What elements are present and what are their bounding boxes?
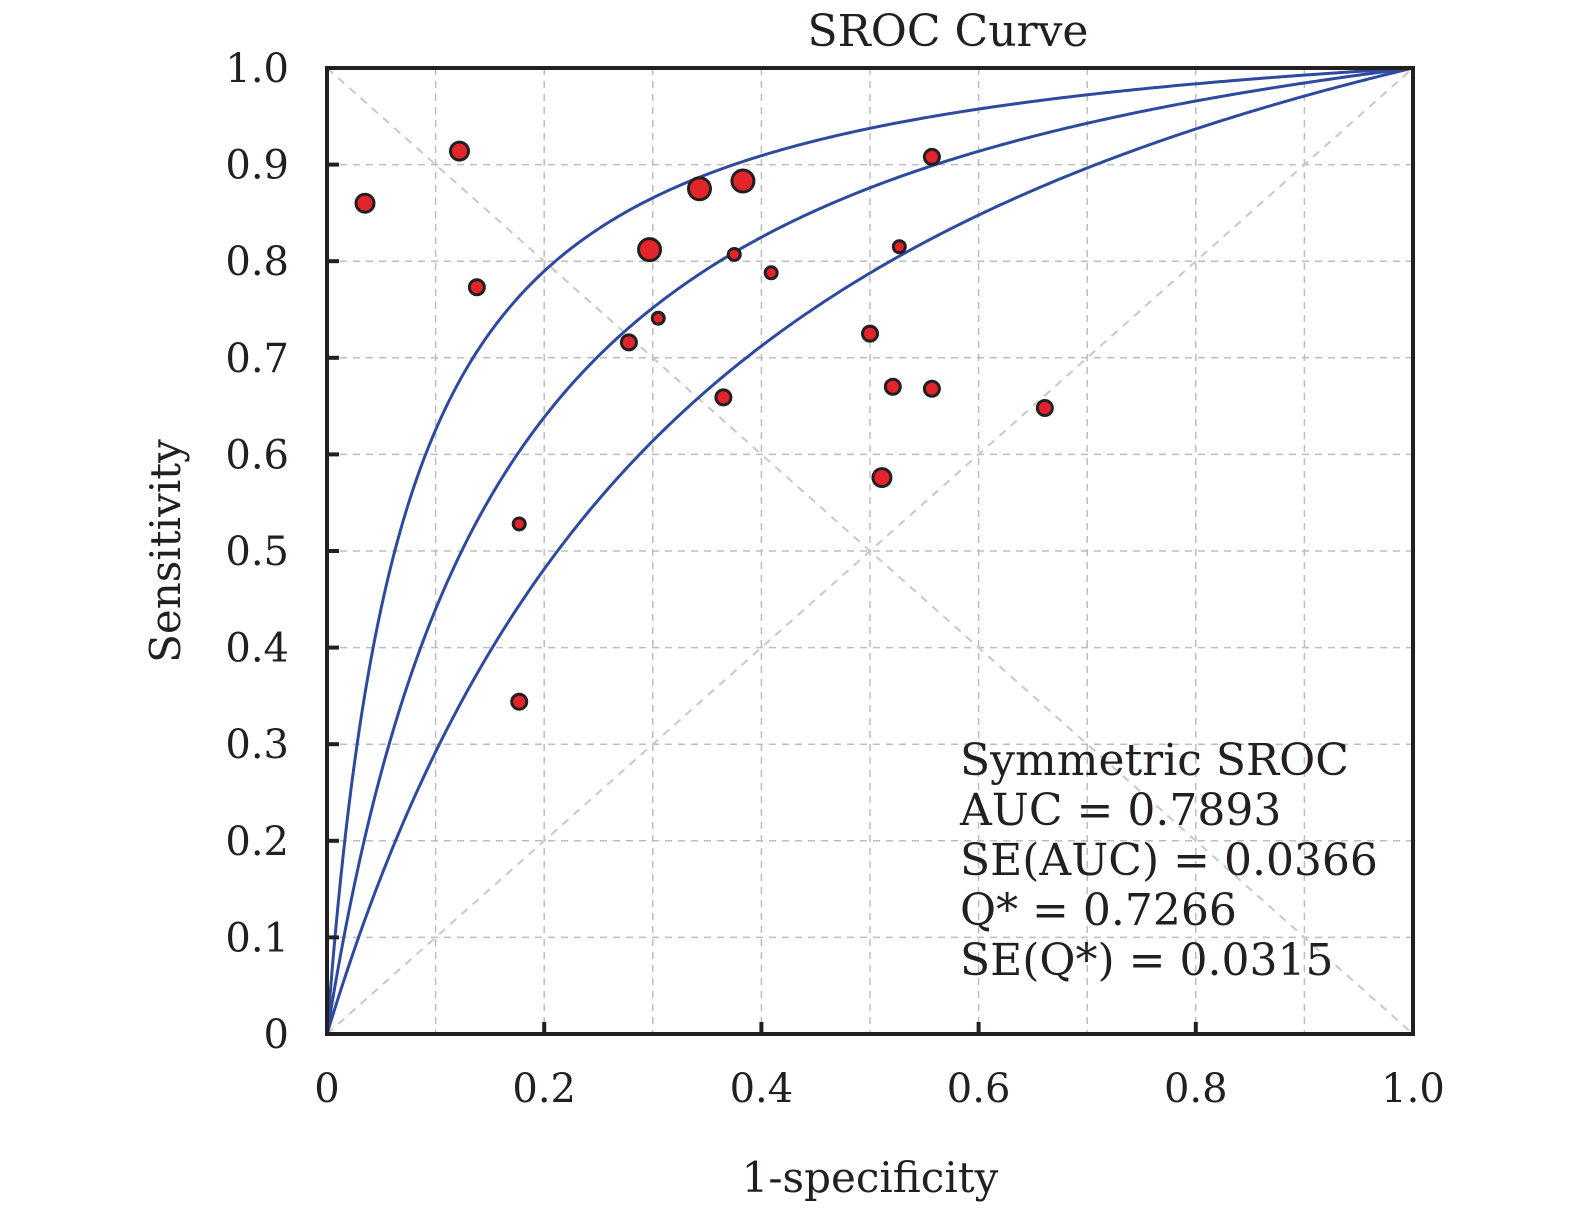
stats-line-auc: AUC = 0.7893 (959, 785, 1281, 836)
study-point (922, 147, 941, 166)
y-tick-label: 0.7 (225, 336, 289, 382)
study-points (354, 140, 1054, 711)
study-point (883, 377, 902, 396)
study-point (650, 310, 666, 326)
y-axis-label: Sensitivity (141, 439, 190, 663)
y-tick-label: 0.9 (225, 143, 289, 189)
study-point (467, 278, 486, 297)
sroc-curve (325, 66, 1414, 1035)
sroc-upper-bound-curve (325, 66, 1414, 1035)
x-tick-label: 1.0 (1381, 1066, 1445, 1112)
y-tick-label: 0 (264, 1012, 289, 1058)
stats-line-q-star: Q* = 0.7266 (960, 885, 1237, 936)
study-point (891, 239, 907, 255)
study-point (1035, 399, 1054, 418)
study-point (510, 692, 529, 711)
study-point (871, 467, 893, 489)
x-tick-label: 0.4 (730, 1066, 794, 1112)
stats-line-se-auc: SE(AUC) = 0.0366 (960, 835, 1378, 886)
y-tick-label: 0.5 (225, 529, 289, 575)
axis-ticks: 0 0.2 0.4 0.6 0.8 1.0 0 0.1 0.2 0.3 0.4 0.5 0.6 0.7 0.… (225, 46, 1444, 1112)
reference-diagonals (326, 67, 1414, 1035)
y-tick-label: 0.6 (225, 432, 289, 478)
sroc-lower-bound-curve (325, 66, 1414, 1035)
study-point (861, 324, 879, 343)
x-tick-label: 0.8 (1164, 1066, 1228, 1112)
chart-title: SROC Curve (808, 6, 1089, 57)
sroc-curves (325, 66, 1414, 1035)
study-point (763, 265, 779, 281)
y-tick-label: 0.3 (225, 722, 289, 768)
y-tick-label: 1.0 (225, 46, 289, 92)
study-point (448, 140, 470, 162)
study-point (922, 379, 941, 398)
x-tick-label: 0 (314, 1066, 339, 1112)
x-axis-label: 1-specificity (742, 1153, 999, 1202)
y-tick-label: 0.2 (225, 819, 289, 865)
study-point (730, 168, 756, 194)
study-point (637, 237, 663, 263)
study-point (726, 246, 742, 262)
study-point (619, 333, 638, 352)
x-tick-label: 0.6 (947, 1066, 1011, 1112)
stats-line-model: Symmetric SROC (960, 735, 1349, 786)
study-point (686, 176, 712, 202)
stats-line-se-q-star: SE(Q*) = 0.0315 (960, 935, 1333, 986)
study-point (354, 192, 376, 214)
y-tick-label: 0.1 (225, 915, 289, 961)
x-tick-label: 0.2 (512, 1066, 576, 1112)
y-tick-label: 0.4 (225, 626, 289, 672)
q-star-diagonal (326, 67, 1414, 1035)
study-point (511, 516, 527, 532)
stats-annotation: Symmetric SROC AUC = 0.7893 SE(AUC) = 0.… (959, 735, 1378, 986)
study-point (714, 388, 733, 407)
y-tick-label: 0.8 (225, 239, 289, 285)
